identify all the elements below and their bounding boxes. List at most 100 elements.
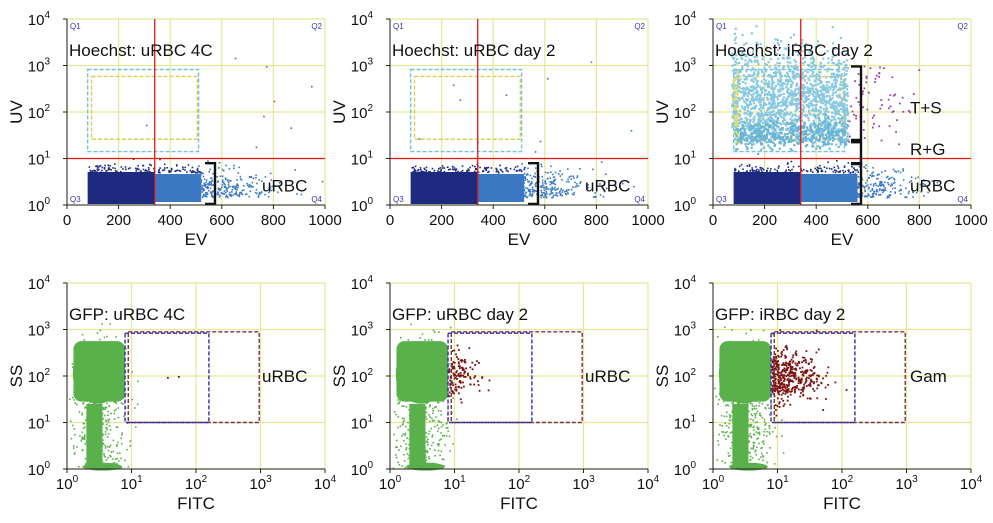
event-dot — [780, 116, 783, 119]
event-dot — [771, 133, 774, 136]
event-dot — [835, 143, 838, 146]
event-dot — [531, 188, 534, 191]
event-dot — [746, 456, 748, 459]
event-dot — [791, 139, 794, 142]
event-dot — [429, 374, 432, 376]
event-dot — [767, 128, 770, 131]
event-dot — [256, 182, 258, 185]
event-dot — [420, 397, 423, 400]
event-dot — [136, 403, 139, 405]
event-dot — [412, 425, 415, 427]
event-dot — [828, 122, 832, 125]
event-dot — [122, 168, 124, 170]
event-dot — [818, 140, 821, 143]
event-dot — [198, 196, 201, 198]
event-dot — [762, 72, 766, 75]
event-dot — [748, 121, 751, 125]
event-dot — [831, 97, 834, 100]
x-tick-label: 600 — [209, 212, 234, 229]
event-dot — [78, 465, 80, 468]
x-tick-label: 100 — [56, 474, 79, 493]
event-dot — [823, 123, 826, 126]
event-dot — [743, 112, 746, 115]
event-dot — [730, 365, 733, 368]
event-dot — [540, 191, 543, 194]
event-dot — [757, 70, 760, 73]
event-dot — [841, 136, 844, 139]
event-dot — [840, 124, 843, 128]
event-dot — [756, 446, 758, 449]
event-dot — [198, 165, 200, 167]
event-dot — [798, 94, 802, 97]
event-dot — [791, 101, 794, 104]
event-dot — [735, 379, 738, 382]
event-dot — [845, 92, 849, 96]
event-dot — [759, 125, 762, 129]
event-dot — [397, 399, 400, 401]
event-dot — [840, 104, 843, 107]
event-dot — [794, 98, 797, 101]
event-dot — [237, 184, 240, 187]
event-dot — [88, 372, 91, 375]
event-dot — [746, 137, 749, 140]
event-dot — [849, 188, 851, 191]
event-dot — [225, 196, 227, 198]
event-dot — [514, 166, 517, 168]
event-dot — [818, 137, 822, 141]
event-dot — [761, 376, 764, 379]
event-dot — [200, 184, 202, 186]
event-dot — [812, 61, 815, 64]
event-dot — [803, 124, 806, 127]
event-dot — [208, 170, 210, 173]
event-dot — [740, 373, 743, 376]
event-dot — [781, 435, 783, 437]
event-dot — [748, 440, 751, 443]
event-dot — [103, 397, 105, 399]
event-dot — [777, 43, 781, 47]
event-dot — [810, 84, 813, 87]
event-dot — [829, 76, 833, 79]
event-dot — [739, 416, 742, 419]
event-dot — [817, 131, 820, 134]
event-dot — [245, 193, 247, 196]
event-dot — [736, 402, 739, 405]
event-dot — [834, 110, 837, 114]
event-dot — [733, 360, 736, 363]
event-dot — [753, 391, 756, 393]
event-dot — [426, 343, 429, 346]
event-dot — [104, 406, 107, 409]
event-dot — [445, 393, 447, 395]
event-dot — [848, 196, 851, 198]
event-dot — [119, 375, 121, 378]
event-dot — [826, 167, 828, 170]
event-dot — [835, 169, 838, 172]
event-dot — [864, 190, 866, 193]
event-dot — [86, 358, 89, 361]
event-dot — [277, 191, 279, 194]
event-dot — [81, 438, 83, 440]
event-dot — [393, 433, 395, 436]
event-dot — [749, 85, 752, 88]
event-dot — [131, 371, 134, 373]
event-dot — [732, 398, 735, 400]
quadrant-label: Q1 — [393, 22, 404, 31]
event-dot — [914, 177, 917, 180]
event-dot — [839, 80, 842, 84]
event-dot — [780, 100, 784, 103]
event-dot — [77, 390, 79, 392]
event-dot — [795, 84, 798, 88]
event-dot — [863, 120, 866, 123]
event-dot — [454, 168, 457, 171]
event-dot — [448, 391, 451, 394]
event-dot — [431, 436, 433, 438]
event-dot — [829, 133, 833, 137]
event-dot — [816, 126, 820, 129]
event-dot — [290, 127, 293, 129]
event-dot — [560, 193, 562, 195]
event-dot — [769, 414, 771, 416]
event-dot — [814, 123, 817, 126]
event-dot — [534, 182, 537, 185]
event-dot — [819, 97, 822, 100]
event-dot — [418, 406, 421, 408]
panel-title: Hoechst: iRBC day 2 — [715, 41, 873, 60]
